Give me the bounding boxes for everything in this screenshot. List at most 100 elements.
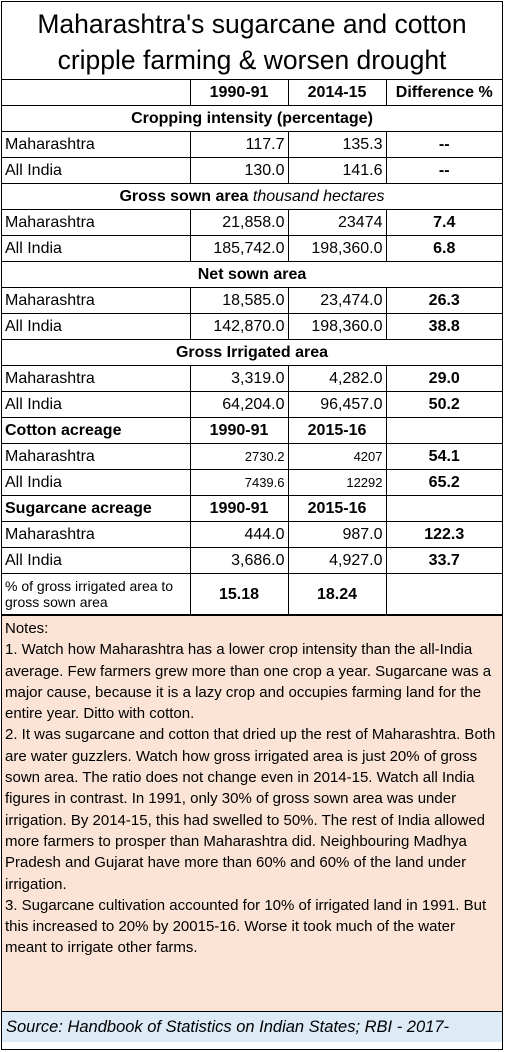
value-2015-16: 987.0 (287, 521, 387, 548)
title-line-2: cripple farming & worsen drought (57, 45, 447, 75)
table-row: Maharashtra 18,585.0 23,474.0 26.3 (2, 287, 502, 314)
table-row: All India 7439.6 12292 65.2 (2, 469, 502, 496)
row-label: Maharashtra (2, 287, 191, 314)
value-2015-16: 12292 (287, 469, 387, 496)
cropping-intensity-title: Cropping intensity (percentage) (2, 105, 502, 132)
section-title-text: Gross sown area (119, 188, 249, 205)
cotton-year-2: 2015-16 (287, 417, 387, 444)
sugarcane-year-2: 2015-16 (287, 495, 387, 522)
value-1990-91: 142,870.0 (189, 313, 289, 340)
value-2015-16: 4,927.0 (287, 547, 387, 574)
value-2014-15: 198,360.0 (287, 313, 387, 340)
sugarcane-year-1: 1990-91 (189, 495, 289, 522)
value-2014-15: 18.24 (287, 573, 387, 615)
value-1990-91: 64,204.0 (189, 391, 289, 418)
header-2014-15: 2014-15 (287, 80, 387, 106)
cotton-year-1: 1990-91 (189, 417, 289, 444)
difference-value: 54.1 (385, 443, 502, 470)
difference-value: 26.3 (385, 287, 502, 314)
irrigated-ratio-row: % of gross irrigated area to gross sown … (2, 573, 502, 615)
row-label: Maharashtra (2, 443, 191, 470)
value-1990-91: 130.0 (189, 157, 289, 184)
table-row: All India 3,686.0 4,927.0 33.7 (2, 547, 502, 574)
note-2: 2. It was sugarcane and cotton that drie… (5, 726, 496, 893)
gross-sown-area-title: Gross sown area thousand hectares (2, 183, 502, 210)
section-title-row: Gross Irrigated area (2, 339, 502, 366)
header-row: 1990-91 2014-15 Difference % (2, 80, 502, 106)
row-label: All India (2, 469, 191, 496)
section-title-row: Cropping intensity (percentage) (2, 105, 502, 132)
row-label: Maharashtra (2, 365, 191, 392)
difference-value (385, 573, 502, 615)
table-row: All India 142,870.0 198,360.0 38.8 (2, 313, 502, 340)
section-unit-text: thousand hectares (252, 188, 385, 205)
value-1990-91: 117.7 (189, 131, 289, 158)
value-2014-15: 198,360.0 (287, 235, 387, 262)
row-label: All India (2, 235, 191, 262)
value-1990-91: 444.0 (189, 521, 289, 548)
table-row: All India 185,742.0 198,360.0 6.8 (2, 235, 502, 262)
difference-value: 29.0 (385, 365, 502, 392)
row-label: Maharashtra (2, 209, 191, 236)
difference-value: 6.8 (385, 235, 502, 262)
table-row: Maharashtra 3,319.0 4,282.0 29.0 (2, 365, 502, 392)
value-2014-15: 135.3 (287, 131, 387, 158)
net-sown-area-title: Net sown area (2, 261, 502, 288)
value-2014-15: 96,457.0 (287, 391, 387, 418)
value-2014-15: 141.6 (287, 157, 387, 184)
notes-heading: Notes: (5, 620, 49, 637)
value-1990-91: 3,319.0 (189, 365, 289, 392)
section-title-row: Net sown area (2, 261, 502, 288)
value-1990-91: 15.18 (189, 573, 289, 615)
table-row: All India 64,204.0 96,457.0 50.2 (2, 391, 502, 418)
gross-irrigated-area-title: Gross Irrigated area (2, 339, 502, 366)
value-1990-91: 21,858.0 (189, 209, 289, 236)
header-difference: Difference % (385, 80, 502, 106)
row-label: Maharashtra (2, 131, 191, 158)
difference-value: 65.2 (385, 469, 502, 496)
value-2015-16: 4207 (287, 443, 387, 470)
statistics-table: 1990-91 2014-15 Difference % Cropping in… (2, 80, 502, 615)
sugarcane-header-row: Sugarcane acreage 1990-91 2015-16 (2, 495, 502, 522)
title-line-1: Maharashtra's sugarcane and cotton (37, 9, 467, 39)
difference-value: 122.3 (385, 521, 502, 548)
value-1990-91: 18,585.0 (189, 287, 289, 314)
sugarcane-acreage-title: Sugarcane acreage (2, 495, 191, 522)
value-1990-91: 2730.2 (189, 443, 289, 470)
header-blank (2, 80, 191, 106)
difference-value: 50.2 (385, 391, 502, 418)
difference-value: -- (385, 157, 502, 184)
row-label: Maharashtra (2, 521, 191, 548)
value-1990-91: 185,742.0 (189, 235, 289, 262)
value-1990-91: 3,686.0 (189, 547, 289, 574)
table-row: Maharashtra 117.7 135.3 -- (2, 131, 502, 158)
row-label: All India (2, 157, 191, 184)
difference-value: 7.4 (385, 209, 502, 236)
table-row: Maharashtra 2730.2 4207 54.1 (2, 443, 502, 470)
row-label: All India (2, 313, 191, 340)
page-title: Maharashtra's sugarcane and cotton cripp… (2, 2, 502, 80)
cotton-acreage-title: Cotton acreage (2, 417, 191, 444)
header-1990-91: 1990-91 (189, 80, 289, 106)
table-row: Maharashtra 444.0 987.0 122.3 (2, 521, 502, 548)
source-footer: Source: Handbook of Statistics on Indian… (2, 1011, 502, 1042)
notes-panel: Notes: 1. Watch how Maharashtra has a lo… (2, 615, 502, 1011)
value-1990-91: 7439.6 (189, 469, 289, 496)
note-3: 3. Sugarcane cultivation accounted for 1… (5, 896, 487, 957)
value-2014-15: 23,474.0 (287, 287, 387, 314)
table-row: Maharashtra 21,858.0 23474 7.4 (2, 209, 502, 236)
section-title-row: Gross sown area thousand hectares (2, 183, 502, 210)
difference-value: 33.7 (385, 547, 502, 574)
sugarcane-header-blank (385, 495, 502, 522)
cotton-header-row: Cotton acreage 1990-91 2015-16 (2, 417, 502, 444)
value-2014-15: 4,282.0 (287, 365, 387, 392)
value-2014-15: 23474 (287, 209, 387, 236)
difference-value: -- (385, 131, 502, 158)
row-label: All India (2, 547, 191, 574)
row-label: All India (2, 391, 191, 418)
table-row: All India 130.0 141.6 -- (2, 157, 502, 184)
note-1: 1. Watch how Maharashtra has a lower cro… (5, 641, 492, 723)
difference-value: 38.8 (385, 313, 502, 340)
cotton-header-blank (385, 417, 502, 444)
